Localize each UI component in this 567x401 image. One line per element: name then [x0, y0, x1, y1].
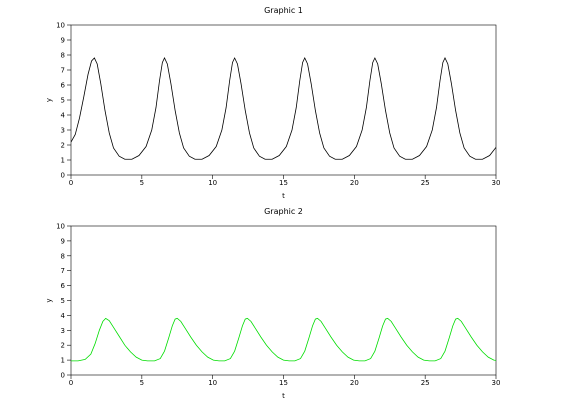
plot-frame [70, 24, 497, 176]
y-tick-label: 10 [56, 223, 65, 231]
y-tick-label: 2 [61, 142, 65, 150]
y-tick-label: 5 [61, 97, 65, 105]
y-tick-label: 4 [61, 312, 66, 320]
x-tick-label: 25 [421, 179, 430, 187]
x-tick-label: 0 [69, 179, 73, 187]
y-tick-label: 9 [61, 37, 65, 45]
chart-graphic-2: Graphic 2 0 5 10 15 20 25 30 0 1 2 3 4 5 6 7 8 9 10 t y [45, 207, 501, 400]
y-tick-label: 8 [61, 252, 65, 260]
x-tick-label: 30 [492, 379, 501, 387]
x-axis-label: t [282, 392, 285, 400]
y-tick-label: 10 [56, 22, 65, 30]
y-tick-label: 5 [61, 297, 65, 305]
y-axis-label: y [45, 298, 53, 302]
x-tick-label: 15 [279, 379, 288, 387]
chart-graphic-1: Graphic 1 0 5 10 15 20 25 30 0 1 2 3 4 5 6 7 8 9 10 t y [45, 6, 501, 200]
x-tick-label: 5 [140, 179, 144, 187]
chart-title: Graphic 1 [264, 6, 303, 15]
x-tick-label: 15 [279, 179, 288, 187]
y-tick-label: 8 [61, 52, 65, 60]
y-tick-label: 2 [61, 342, 65, 350]
x-tick-label: 0 [69, 379, 73, 387]
x-tick-label: 25 [421, 379, 430, 387]
chart-title: Graphic 2 [264, 207, 303, 216]
y-tick-label: 6 [61, 82, 66, 90]
y-tick-label: 7 [61, 267, 65, 275]
series-line [71, 317, 496, 362]
y-tick-label: 3 [61, 127, 65, 135]
x-tick-label: 10 [208, 379, 217, 387]
x-tick-label: 5 [140, 379, 144, 387]
y-tick-label: 6 [61, 282, 66, 290]
x-tick-label: 10 [208, 179, 217, 187]
x-axis-label: t [282, 192, 285, 200]
x-tick-label: 20 [350, 379, 359, 387]
y-tick-label: 0 [61, 372, 65, 380]
series-line [71, 57, 496, 160]
y-tick-label: 1 [61, 157, 65, 165]
x-tick-label: 20 [350, 179, 359, 187]
x-tick-label: 30 [492, 179, 501, 187]
y-tick-label: 9 [61, 237, 65, 245]
y-tick-label: 4 [61, 112, 66, 120]
y-tick-label: 3 [61, 327, 65, 335]
y-axis-label: y [45, 98, 53, 102]
y-tick-label: 7 [61, 67, 65, 75]
plot-frame [70, 225, 497, 376]
y-tick-label: 0 [61, 172, 65, 180]
y-tick-label: 1 [61, 357, 65, 365]
